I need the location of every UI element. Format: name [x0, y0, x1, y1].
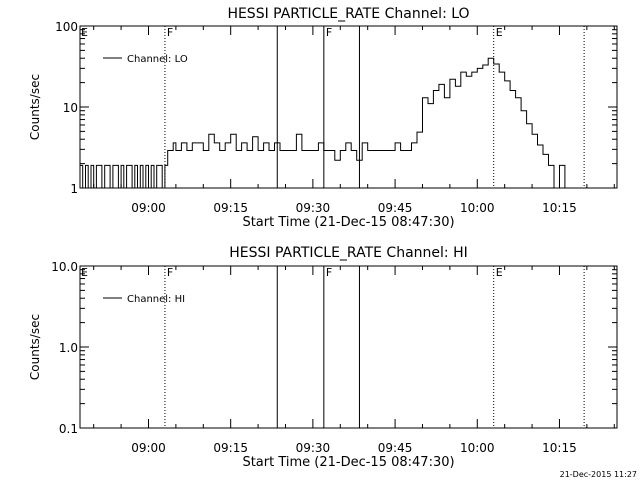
x-tick-label: 09:00 — [131, 441, 166, 455]
y-axis-label: Counts/sec — [28, 74, 42, 140]
x-tick-label: 09:00 — [131, 201, 166, 215]
chart-lo: HESSI PARTICLE_RATE Channel: LO Counts/se… — [28, 6, 618, 230]
legend-label: Channel: HI — [127, 294, 185, 305]
y-tick-label: 10.0 — [51, 260, 78, 274]
marker-label: F — [326, 26, 332, 39]
x-tick-label: 09:30 — [296, 201, 331, 215]
chart-title: HESSI PARTICLE_RATE Channel: HI — [229, 245, 467, 261]
y-axis-label: Counts/sec — [28, 314, 42, 380]
x-tick-label: 09:30 — [296, 441, 331, 455]
x-axis-label: Start Time (21-Dec-15 08:47:30) — [242, 455, 454, 470]
x-tick-label: 09:45 — [378, 441, 413, 455]
corner-label: E — [81, 266, 88, 279]
marker-label: E — [496, 266, 503, 279]
x-axis-label: Start Time (21-Dec-15 08:47:30) — [242, 215, 454, 230]
marker-label: E — [496, 26, 503, 39]
y-tick-label: 0.1 — [59, 422, 78, 436]
series-line — [80, 57, 584, 189]
chart-hi: HESSI PARTICLE_RATE Channel: HI Counts/se… — [28, 245, 618, 470]
x-tick-label: 09:15 — [213, 441, 248, 455]
legend-label: Channel: LO — [127, 54, 188, 65]
x-tick-label: 09:15 — [213, 201, 248, 215]
footer-timestamp: 21-Dec-2015 11:27 — [560, 470, 637, 479]
x-tick-label: 10:15 — [542, 201, 577, 215]
marker-label: F — [326, 266, 332, 279]
y-tick-label: 1.0 — [59, 341, 78, 355]
plot-frame — [79, 265, 618, 429]
x-tick-label: 09:45 — [378, 201, 413, 215]
chart-title: HESSI PARTICLE_RATE Channel: LO — [227, 6, 469, 22]
y-tick-label: 1 — [70, 182, 78, 196]
y-tick-label: 100 — [55, 20, 78, 34]
marker-label: F — [167, 26, 173, 39]
y-tick-label: 10 — [63, 101, 78, 115]
corner-label: E — [81, 26, 88, 39]
x-tick-label: 10:00 — [460, 441, 495, 455]
plot-frame — [79, 25, 618, 189]
x-tick-label: 10:00 — [460, 201, 495, 215]
marker-label: F — [167, 266, 173, 279]
x-tick-label: 10:15 — [542, 441, 577, 455]
